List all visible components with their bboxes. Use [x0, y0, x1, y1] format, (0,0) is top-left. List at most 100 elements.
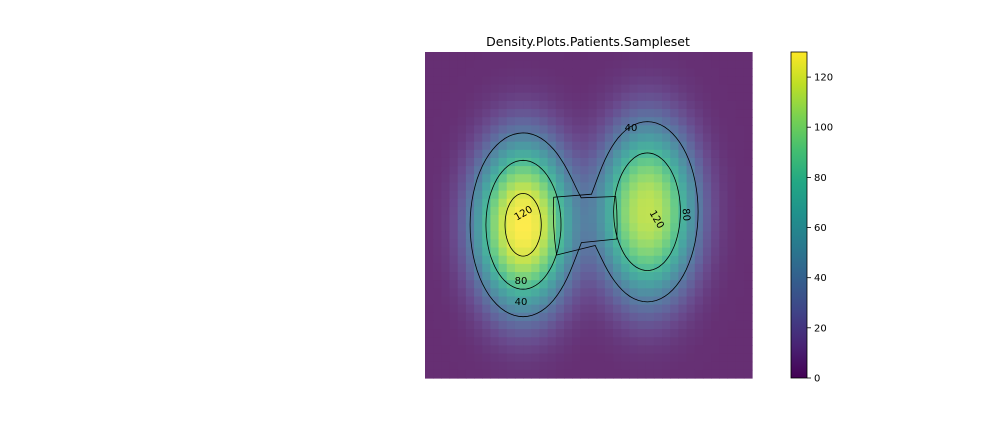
heatmap-cell	[531, 239, 541, 249]
heatmap-cell	[572, 345, 581, 355]
heatmap-cell	[457, 182, 467, 192]
heatmap-cell	[637, 109, 647, 118]
heatmap-cell	[629, 198, 639, 208]
heatmap-cell	[645, 166, 655, 175]
heatmap-cell	[433, 247, 442, 257]
heatmap-cell	[547, 182, 557, 192]
heatmap-cell	[686, 182, 696, 192]
heatmap-cell	[711, 345, 720, 355]
heatmap-cell	[670, 263, 680, 273]
heatmap-cell	[474, 215, 483, 224]
heatmap-cell	[425, 182, 434, 192]
heatmap-cell	[743, 304, 753, 314]
heatmap-cell	[711, 361, 720, 371]
heatmap-cell	[425, 198, 434, 208]
heatmap-cell	[433, 223, 442, 232]
heatmap-cell	[506, 68, 516, 78]
heatmap-cell	[637, 337, 647, 346]
heatmap-cell	[523, 60, 532, 69]
heatmap-cell	[711, 353, 720, 363]
heatmap-cell	[433, 109, 442, 118]
heatmap-cell	[719, 133, 729, 143]
heatmap-cell	[531, 288, 541, 298]
heatmap-cell	[637, 198, 647, 208]
heatmap-cell	[490, 174, 500, 183]
heatmap-cell	[596, 247, 606, 257]
heatmap-cell	[629, 174, 639, 183]
heatmap-cell	[621, 149, 630, 159]
heatmap-cell	[474, 329, 483, 338]
heatmap-cell	[686, 109, 696, 118]
heatmap-cell	[670, 231, 680, 241]
heatmap-cell	[653, 239, 663, 249]
heatmap-cell	[506, 361, 516, 371]
heatmap-cell	[694, 68, 704, 78]
heatmap-cell	[563, 280, 573, 289]
heatmap-cell	[719, 272, 729, 281]
heatmap-cell	[547, 239, 557, 249]
heatmap-cell	[702, 239, 712, 249]
heatmap-cell	[653, 215, 663, 224]
heatmap-cell	[702, 60, 712, 69]
heatmap-cell	[588, 345, 598, 355]
heatmap-cell	[490, 133, 500, 143]
heatmap-cell	[514, 329, 524, 338]
heatmap-cell	[596, 117, 606, 126]
heatmap-cell	[547, 312, 557, 322]
heatmap-cell	[588, 247, 598, 257]
heatmap-cell	[588, 133, 598, 143]
heatmap-cell	[465, 337, 475, 346]
heatmap-cell	[686, 166, 696, 175]
heatmap-cell	[490, 149, 500, 159]
heatmap-cell	[686, 76, 696, 86]
heatmap-cell	[555, 149, 565, 159]
heatmap-cell	[514, 198, 524, 208]
heatmap-cell	[506, 272, 516, 281]
heatmap-cell	[498, 182, 508, 192]
heatmap-cell	[702, 312, 712, 322]
heatmap-cell	[433, 166, 442, 175]
heatmap-cell	[727, 288, 737, 298]
heatmap-cell	[425, 329, 434, 338]
heatmap-cell	[629, 190, 639, 200]
heatmap-cell	[588, 68, 598, 78]
heatmap-cell	[555, 320, 565, 330]
heatmap-cell	[653, 255, 663, 265]
heatmap-cell	[482, 157, 492, 167]
heatmap-cell	[686, 361, 696, 371]
heatmap-cell	[662, 345, 671, 355]
heatmap-cell	[653, 60, 663, 69]
heatmap-cell	[539, 353, 549, 363]
heatmap-cell	[719, 353, 729, 363]
heatmap-cell	[498, 353, 508, 363]
heatmap-cell	[523, 100, 532, 110]
heatmap-cell	[613, 84, 622, 94]
heatmap-cell	[596, 337, 606, 346]
heatmap-cell	[621, 125, 630, 135]
heatmap-cell	[678, 190, 688, 200]
heatmap-cell	[563, 157, 573, 167]
colorbar-tick-label: 0	[814, 374, 820, 385]
heatmap-cell	[539, 247, 549, 257]
heatmap-cell	[629, 288, 639, 298]
heatmap-cell	[694, 206, 704, 216]
heatmap-cell	[490, 247, 500, 257]
heatmap-cell	[449, 109, 459, 118]
heatmap-cell	[613, 133, 622, 143]
heatmap-cell	[457, 296, 467, 306]
heatmap-cell	[719, 84, 729, 94]
heatmap-cell	[653, 288, 663, 298]
heatmap-cell	[588, 174, 598, 183]
heatmap-cell	[727, 206, 737, 216]
heatmap-cell	[449, 369, 459, 379]
heatmap-cell	[441, 60, 451, 69]
heatmap-cell	[629, 255, 639, 265]
heatmap-cell	[523, 329, 532, 338]
heatmap-cell	[539, 198, 549, 208]
heatmap-cell	[629, 76, 639, 86]
heatmap-cell	[498, 361, 508, 371]
heatmap-cell	[694, 296, 704, 306]
heatmap-cell	[580, 247, 590, 257]
heatmap-cell	[425, 141, 434, 151]
